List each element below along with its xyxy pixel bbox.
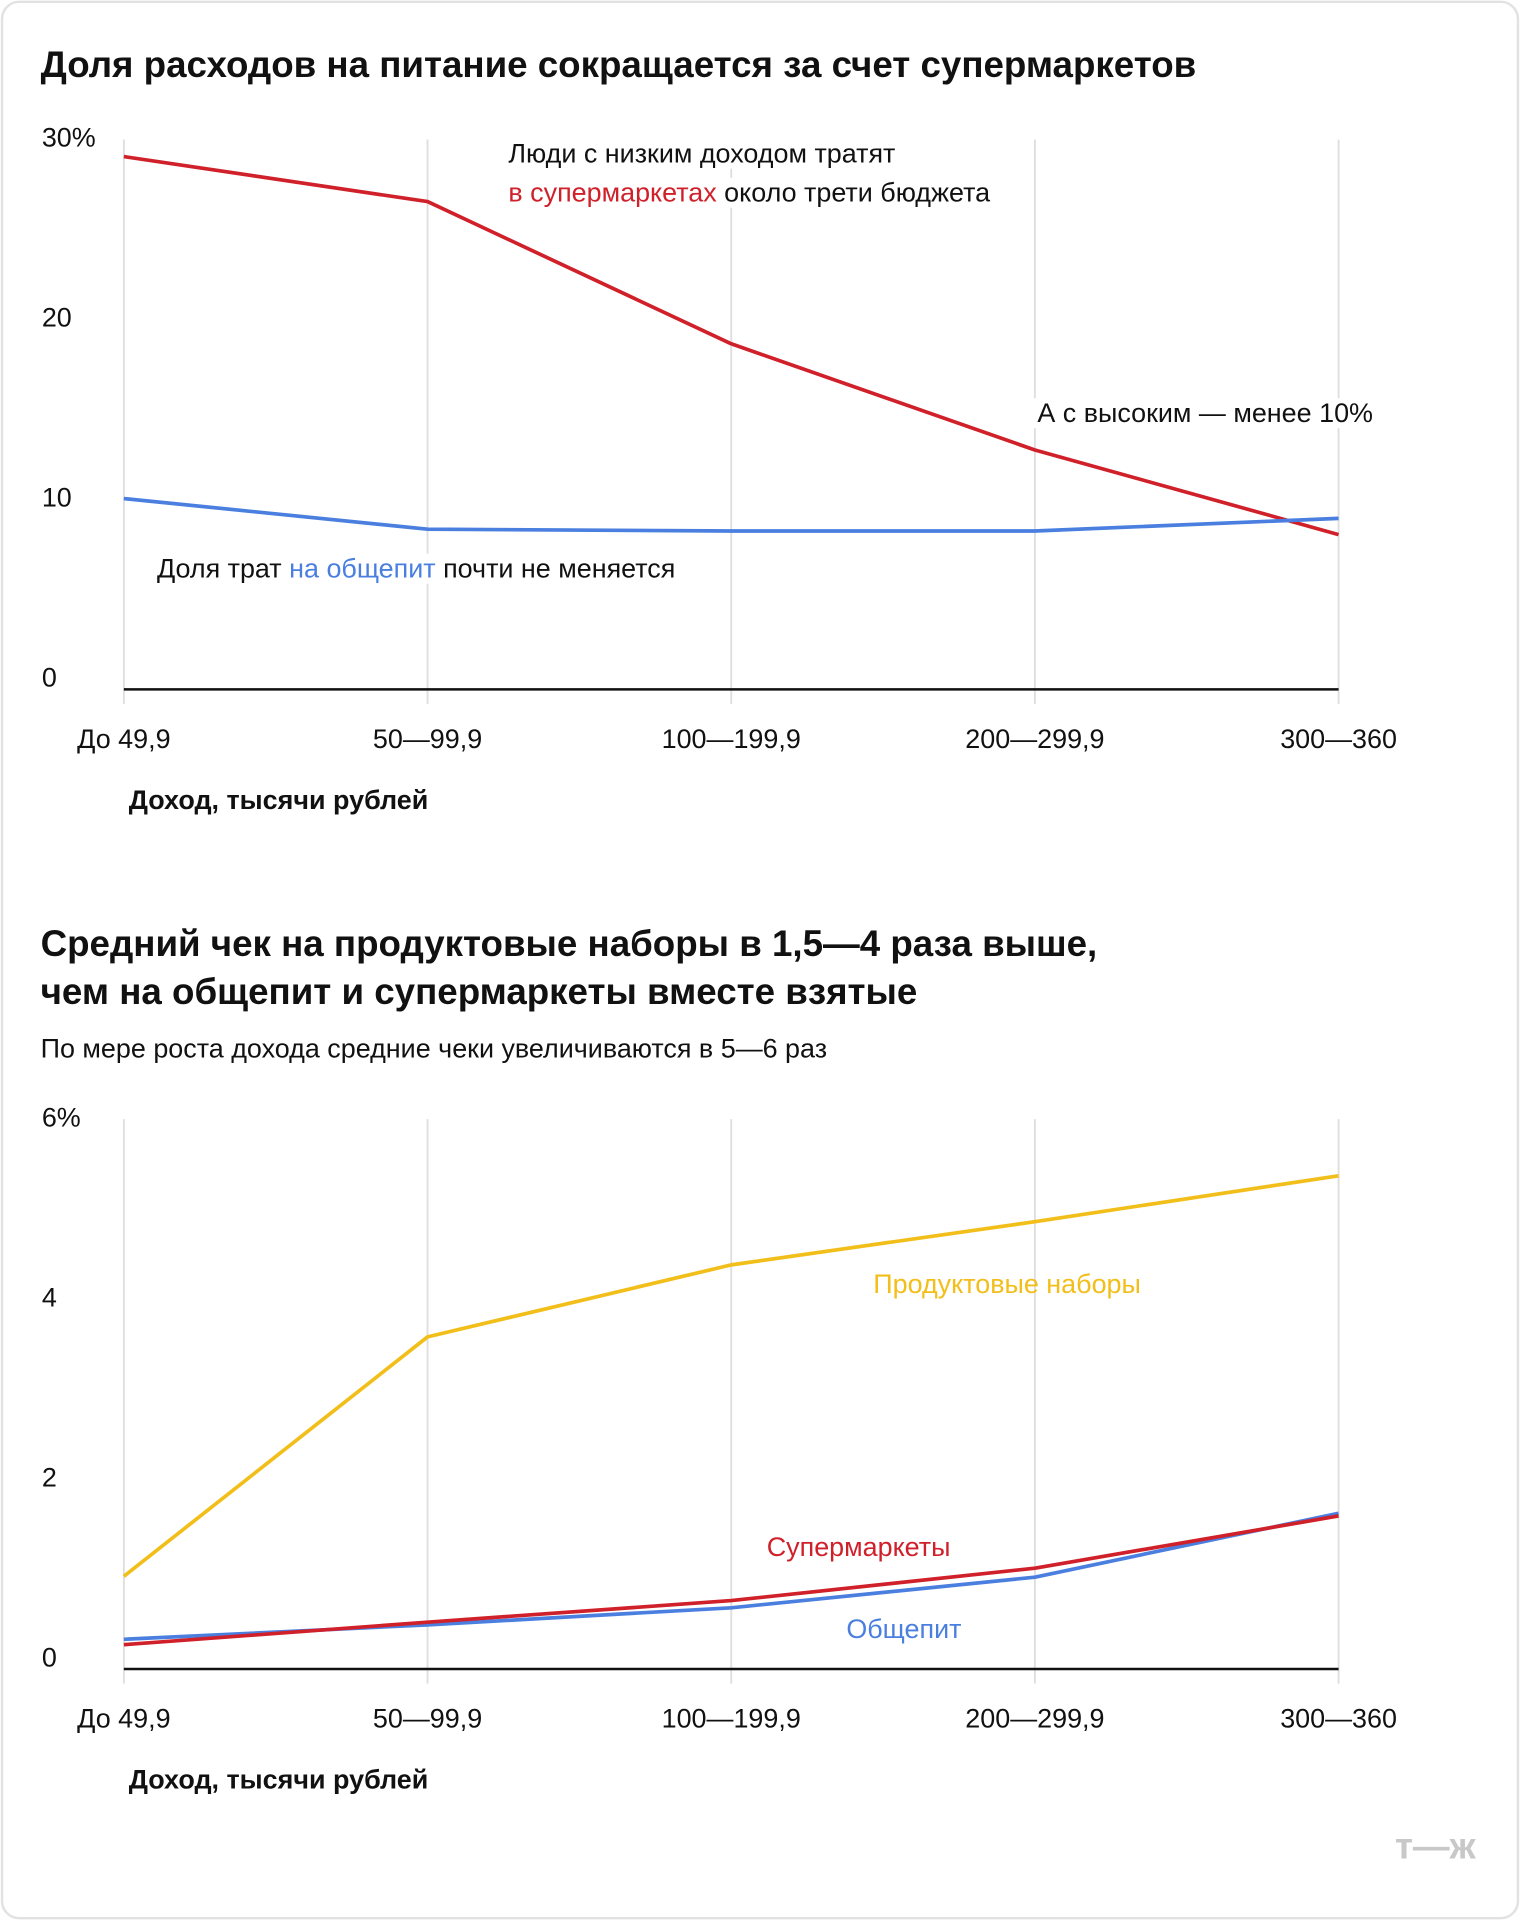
annotation: А с высоким — менее 10% bbox=[1037, 398, 1373, 428]
logo: т—ж bbox=[1395, 1826, 1477, 1867]
x-tick-label: 100—199,9 bbox=[662, 1704, 801, 1734]
annotation-part: на общепит bbox=[289, 554, 435, 584]
annotation-part: Люди с низким доходом тратят bbox=[508, 139, 895, 169]
annotation-part: почти не меняется bbox=[436, 554, 676, 584]
x-tick-label: 300—360 bbox=[1280, 724, 1397, 754]
x-tick-label: 300—360 bbox=[1280, 1704, 1397, 1734]
chart-title: Доля расходов на питание сокращается за … bbox=[41, 44, 1197, 85]
annotation-bg bbox=[503, 177, 996, 208]
series-line bbox=[123, 1514, 1339, 1647]
y-tick-label: 2 bbox=[42, 1462, 57, 1492]
y-tick-label: 0 bbox=[42, 1642, 57, 1672]
annotation-part: в супермаркетах bbox=[508, 178, 717, 208]
annotation-part: А с высоким — менее 10% bbox=[1037, 398, 1373, 428]
y-tick-label: 10 bbox=[42, 483, 72, 513]
x-tick-label: 100—199,9 bbox=[662, 724, 801, 754]
series-label: Продуктовые наборы bbox=[873, 1269, 1141, 1299]
series-line bbox=[123, 496, 1339, 533]
annotation-bg bbox=[152, 553, 681, 584]
x-axis-label: Доход, тысячи рублей bbox=[129, 785, 429, 815]
y-tick-label: 4 bbox=[42, 1282, 57, 1312]
annotation: в супермаркетах около трети бюджета bbox=[508, 178, 990, 208]
y-tick-label: 6% bbox=[42, 1102, 81, 1132]
chart-title: Средний чек на продуктовые наборы в 1,5—… bbox=[41, 923, 1098, 964]
x-axis-label: Доход, тысячи рублей bbox=[129, 1765, 429, 1795]
series-label: Супермаркеты bbox=[767, 1532, 951, 1562]
x-tick-label: До 49,9 bbox=[77, 1704, 170, 1734]
x-tick-label: 50—99,9 bbox=[373, 1704, 482, 1734]
x-tick-label: 50—99,9 bbox=[373, 724, 482, 754]
y-tick-label: 0 bbox=[42, 663, 57, 693]
y-tick-label: 20 bbox=[42, 303, 72, 333]
y-tick-label: 30% bbox=[42, 123, 96, 153]
annotation-bg bbox=[1032, 398, 1378, 429]
series-label: Общепит bbox=[846, 1614, 961, 1644]
x-tick-label: 200—299,9 bbox=[965, 724, 1104, 754]
annotation-bg bbox=[503, 138, 901, 169]
annotation-part: около трети бюджета bbox=[717, 178, 990, 208]
annotation-part: Доля трат bbox=[157, 554, 289, 584]
series-line bbox=[123, 154, 1340, 537]
annotation: Люди с низким доходом тратят bbox=[508, 139, 895, 169]
annotation: Доля трат на общепит почти не меняется bbox=[157, 554, 675, 584]
series-line bbox=[122, 1173, 1339, 1578]
chart-title: чем на общепит и супермаркеты вместе взя… bbox=[41, 971, 918, 1012]
x-tick-label: До 49,9 bbox=[77, 724, 170, 754]
chart-subtitle: По мере роста дохода средние чеки увелич… bbox=[41, 1034, 827, 1064]
x-tick-label: 200—299,9 bbox=[965, 1704, 1104, 1734]
